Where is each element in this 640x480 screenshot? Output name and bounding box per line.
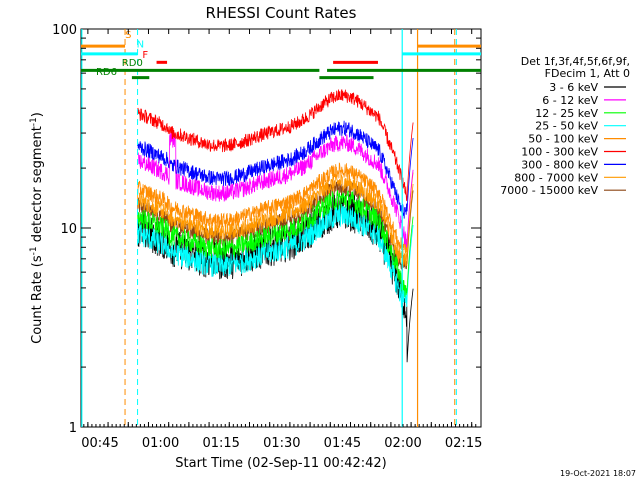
flag-label: N (137, 39, 144, 50)
ticks-layer: 1 10 100 00:45 01:00 01:15 01:30 01:45 02:00 02:1… (52, 23, 482, 451)
x-tick-label: 00:45 (81, 436, 118, 451)
series-line (137, 180, 414, 272)
flag-label: RD6 (96, 67, 117, 78)
x-tick-label: 02:00 (384, 436, 421, 451)
x-tick-label: 01:45 (324, 436, 361, 451)
series-line (137, 174, 414, 267)
flag-label: RD0 (122, 58, 143, 69)
series-layer (137, 89, 414, 363)
legend-entry-label: 800 - 7000 keV (514, 171, 598, 184)
x-tick-label: 02:15 (445, 436, 482, 451)
x-tick-label: 01:15 (202, 436, 239, 451)
legend-entry-label: 50 - 100 keV (528, 133, 598, 146)
x-axis-label: Start Time (02-Sep-11 00:42:42) (175, 456, 386, 471)
y-tick-label: 10 (60, 222, 77, 237)
legend-entry-label: 300 - 800 keV (521, 158, 598, 171)
legend-entry-label: 25 - 50 keV (535, 120, 598, 133)
y-axis-label: Count Rate (s-1 detector segment-1) (29, 112, 45, 344)
legend-header-line-1: Det 1f,3f,4f,5f,6f,9f, (521, 55, 630, 68)
y-tick-label: 1 (69, 421, 77, 436)
legend-header-line-2: FDecim 1, Att 0 (545, 67, 630, 80)
flag-label: S (125, 30, 131, 41)
y-tick-label: 100 (52, 23, 77, 38)
flag-label: F (142, 50, 148, 61)
footer-date: 19-Oct-2021 18:07 (560, 469, 636, 478)
series-line (137, 89, 414, 202)
legend: Det 1f,3f,4f,5f,6f,9f, FDecim 1, Att 0 3… (500, 55, 630, 197)
legend-entry-label: 3 - 6 keV (549, 81, 598, 94)
series-line (137, 162, 414, 253)
legend-entry-label: 12 - 25 keV (535, 107, 598, 120)
x-tick-label: 01:30 (263, 436, 300, 451)
series-line (137, 203, 414, 309)
series-line (137, 120, 414, 219)
chart-title: RHESSI Count Rates (206, 4, 357, 22)
legend-entry-label: 7000 - 15000 keV (500, 184, 598, 197)
x-tick-label: 01:00 (142, 436, 179, 451)
legend-entry-label: 100 - 300 keV (521, 146, 598, 159)
series-line (137, 190, 414, 298)
legend-entry-label: 6 - 12 keV (542, 94, 598, 107)
series-line (137, 132, 414, 248)
